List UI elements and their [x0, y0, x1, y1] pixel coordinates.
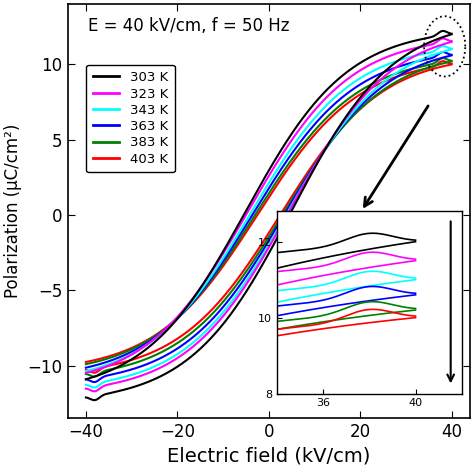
Y-axis label: Polarization (μC/cm²): Polarization (μC/cm²) — [4, 124, 22, 298]
Legend: 303 K, 323 K, 343 K, 363 K, 383 K, 403 K: 303 K, 323 K, 343 K, 363 K, 383 K, 403 K — [86, 64, 175, 172]
Text: E = 40 kV/cm, f = 50 Hz: E = 40 kV/cm, f = 50 Hz — [88, 16, 289, 35]
X-axis label: Electric field (kV/cm): Electric field (kV/cm) — [167, 447, 370, 466]
